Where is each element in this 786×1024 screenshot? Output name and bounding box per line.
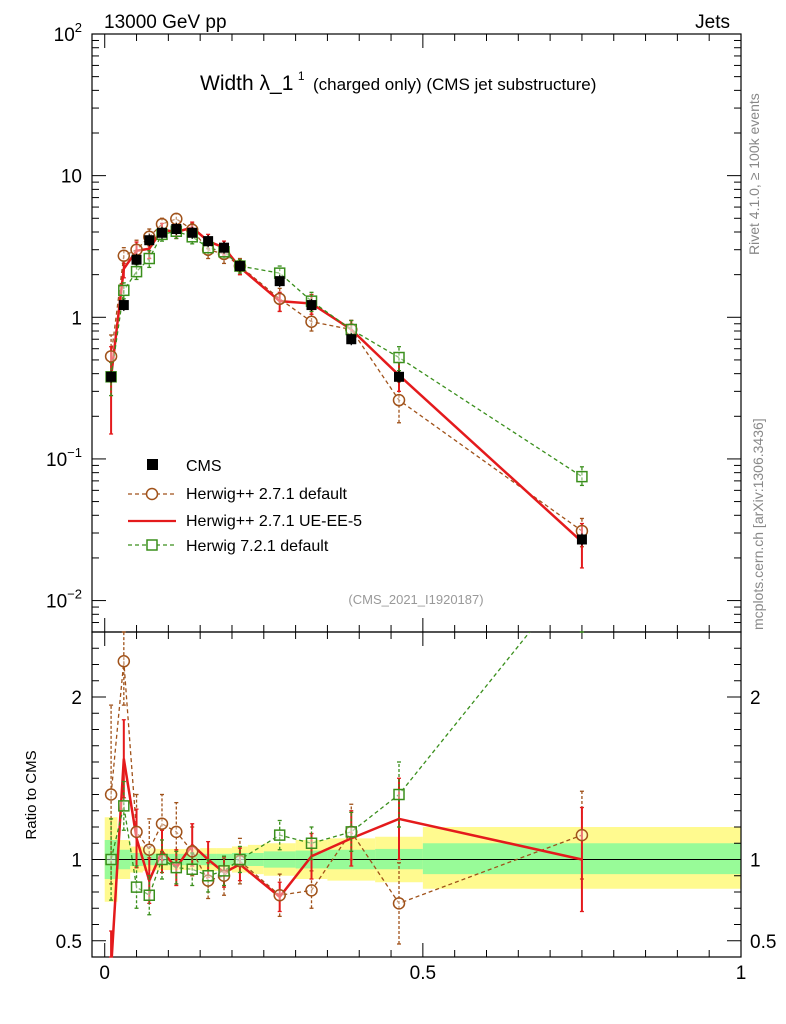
ratio-point-h721: [170, 861, 183, 874]
ratio-point-h721: [105, 853, 117, 866]
ratio-point-h271: [130, 825, 143, 839]
ratio-ytick-label-1: 1: [71, 851, 82, 872]
ratio-point-h721: [218, 865, 230, 877]
ratio-ytick-label-2: 2: [71, 688, 82, 709]
legend-label-ueee5: Herwig++ 2.7.1 UE-EE-5: [186, 513, 362, 530]
point-h721: [576, 470, 588, 483]
line-h271: [110, 218, 583, 532]
legend-label-h271: Herwig++ 2.7.1 default: [186, 486, 348, 503]
plot-title: Width λ_1 1 (charged only) (CMS jet subs…: [200, 67, 596, 95]
cms-point: [346, 334, 357, 345]
cms-point: [118, 300, 129, 311]
xtick-label-0: 0: [99, 963, 110, 984]
header-energy-label: 13000 GeV pp: [104, 12, 227, 33]
upper-ytick-label-3: 10: [61, 167, 82, 188]
ratio-y-axis-label: Ratio to CMS: [23, 750, 40, 839]
point-h721: [393, 351, 405, 364]
ratio-point-h721: [202, 870, 214, 882]
ratio-point-h271: [104, 788, 118, 801]
ratio-point-h721: [156, 853, 168, 866]
legend-marker-h721: [146, 539, 158, 551]
legend-label-h721: Herwig 7.2.1 default: [186, 538, 329, 555]
point-h271: [273, 292, 286, 306]
cms-point: [274, 276, 285, 287]
ratio-point-h271: [117, 655, 131, 668]
ratio-ytick-label-right-0: 0.5: [750, 932, 776, 953]
title-main: Width λ_1: [200, 72, 293, 95]
point-h721: [130, 265, 143, 278]
ratio-point-h721: [393, 788, 405, 801]
upper-ytick-label-4: 102: [54, 20, 82, 46]
ratio-point-h721: [273, 829, 286, 841]
cms-point: [131, 254, 142, 265]
point-h271: [130, 243, 143, 256]
cms-point: [156, 227, 167, 238]
ratio-point-h271: [273, 889, 286, 902]
point-h271: [104, 350, 118, 363]
ratio-point-h271: [575, 828, 589, 842]
cms-point: [306, 300, 317, 311]
point-h271: [117, 249, 131, 262]
cms-point: [171, 224, 182, 235]
point-h721: [345, 323, 358, 336]
legend-label-cms: CMS: [186, 458, 222, 475]
cms-point: [203, 236, 214, 247]
ratio-point-h271: [305, 884, 318, 897]
upper-ytick-label-0: 10−2: [46, 587, 82, 613]
side-label-mcplots: mcplots.cern.ch [arXiv:1306.3436]: [750, 418, 766, 630]
legend-marker-h271: [145, 487, 159, 501]
upper-ytick-label-1: 10−1: [46, 445, 82, 471]
ratio-point-h721: [234, 853, 246, 866]
ratio-ytick-label-right-1: 1: [750, 851, 761, 872]
xtick-label-1: 0.5: [410, 963, 436, 984]
ratio-point-h721: [130, 881, 143, 893]
point-h721: [118, 284, 130, 297]
data-markers: [104, 212, 589, 910]
point-h271: [392, 393, 406, 407]
title-subtitle: (charged only) (CMS jet substructure): [313, 75, 596, 94]
header-process-label: Jets: [695, 12, 730, 33]
ratio-point-h271: [170, 825, 183, 839]
legend-marker-cms: [147, 459, 158, 470]
ratio-point-h271: [185, 845, 199, 858]
cms-point: [576, 534, 587, 545]
point-h271: [305, 315, 318, 329]
ratio-panel-frame: [91, 631, 742, 958]
ratio-point-h721: [186, 863, 198, 875]
cms-point: [234, 261, 245, 272]
side-label-rivet: Rivet 4.1.0, ≥ 100k events: [746, 93, 762, 255]
ratio-ytick-label-right-2: 2: [750, 688, 761, 709]
line-h721: [110, 230, 583, 478]
ratio-point-h271: [143, 843, 156, 856]
ratio-point-h721: [143, 889, 156, 901]
point-h721: [143, 252, 156, 265]
xtick-label-2: 1: [736, 963, 747, 984]
cms-point: [106, 371, 117, 382]
cms-point: [219, 242, 230, 253]
ratio-uncertainty-bands: [92, 817, 741, 902]
point-h271: [170, 212, 183, 226]
upper-ytick-label-2: 1: [71, 308, 82, 329]
legend: CMS Herwig++ 2.7.1 default Herwig++ 2.7.…: [128, 458, 362, 555]
title-superscript: 1: [298, 69, 305, 83]
cms-point: [394, 371, 405, 382]
cms-point: [187, 227, 198, 238]
ratio-point-h721: [345, 826, 358, 838]
ratio-point-h271: [392, 897, 406, 910]
ratio-ytick-label-0: 0.5: [56, 932, 82, 953]
analysis-id-label: (CMS_2021_I1920187): [348, 592, 483, 607]
ratio-point-h721: [305, 837, 318, 849]
cms-point: [144, 235, 155, 246]
ratio-point-h271: [155, 817, 169, 830]
ratio-point-h721: [118, 800, 130, 812]
